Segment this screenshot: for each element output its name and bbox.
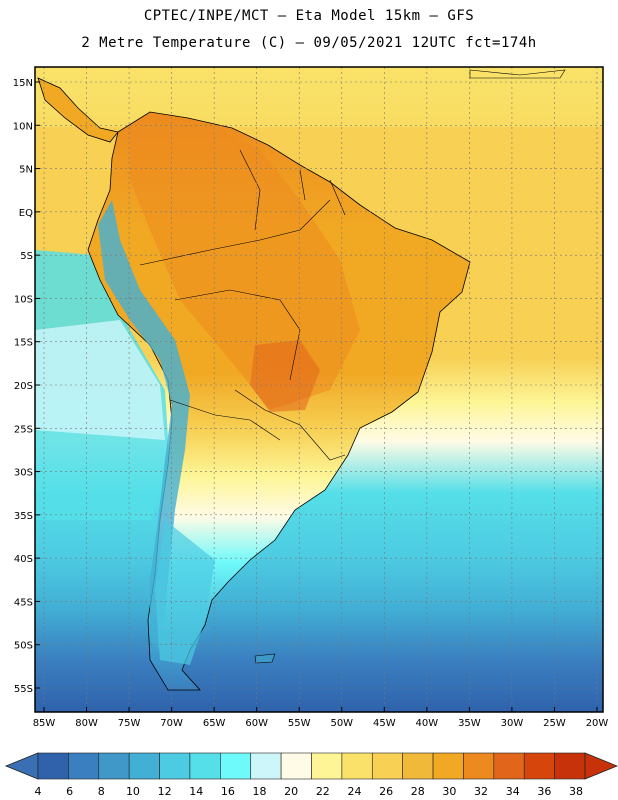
lon-tick-label: 65W — [203, 718, 226, 729]
colorbar-swatch — [98, 752, 130, 780]
colorbar-label: 28 — [411, 785, 425, 798]
lat-tick-label: 55S — [14, 684, 33, 695]
colorbar-swatch — [220, 752, 252, 780]
lon-tick-label: 55W — [288, 718, 311, 729]
colorbar-swatch — [523, 752, 555, 780]
longitude-axis: 85W 80W 75W 70W 65W 60W 55W 50W 45W 40W 35W 30W 25W 2… — [33, 707, 609, 729]
lon-tick-label: 40W — [416, 718, 439, 729]
lat-tick-label: 10S — [14, 294, 33, 305]
colorbar-label: 24 — [347, 785, 361, 798]
lat-tick-label: 15S — [14, 338, 33, 349]
map-title-line2: 2 Metre Temperature (C) – 09/05/2021 12U… — [81, 35, 537, 51]
colorbar-swatch — [341, 752, 373, 780]
lon-tick-label: 50W — [330, 718, 353, 729]
colorbar-swatch — [463, 752, 495, 780]
colorbar-label: 6 — [66, 785, 73, 798]
colorbar-label: 32 — [474, 785, 488, 798]
lat-tick-label: 50S — [14, 641, 33, 652]
colorbar-swatch — [280, 752, 312, 780]
colorbar-label: 38 — [569, 785, 583, 798]
lon-tick-label: 70W — [160, 718, 183, 729]
colorbar-label: 18 — [253, 785, 267, 798]
colorbar-swatch — [189, 752, 221, 780]
colorbar-swatch — [159, 752, 191, 780]
patagonia-cool-zone — [155, 520, 215, 665]
colorbar-label: 34 — [506, 785, 520, 798]
falkland-islands — [254, 653, 276, 664]
colorbar-label: 16 — [221, 785, 235, 798]
colorbar-label: 30 — [442, 785, 456, 798]
lat-tick-label: 45S — [14, 597, 33, 608]
colorbar-swatch — [68, 752, 100, 780]
colorbar-high-arrow — [584, 752, 618, 780]
caribbean-islands — [469, 69, 566, 79]
colorbar-swatch — [432, 752, 464, 780]
colorbar-label: 36 — [537, 785, 551, 798]
lat-tick-label: 10N — [13, 121, 33, 132]
temperature-map: 15N 10N 5N EQ 5S 10S 15S 20S 25S 30S 35S 40S 45S 50S 5… — [13, 66, 609, 729]
colorbar-label: 14 — [189, 785, 203, 798]
colorbar-label: 26 — [379, 785, 393, 798]
colorbar-swatch — [402, 752, 434, 780]
colorbar-label: 10 — [126, 785, 140, 798]
lat-tick-label: 15N — [13, 78, 33, 89]
lat-tick-label: 30S — [14, 468, 33, 479]
lat-tick-label: 5N — [19, 165, 33, 176]
colorbar-label: 20 — [284, 785, 298, 798]
colorbar-swatch — [371, 752, 403, 780]
latitude-axis: 15N 10N 5N EQ 5S 10S 15S 20S 25S 30S 35S 40S 45S 50S 5… — [13, 78, 40, 695]
caribbean-warm-band — [35, 67, 603, 127]
lon-tick-label: 20W — [586, 718, 609, 729]
colorbar-label: 22 — [316, 785, 330, 798]
colorbar-swatch — [311, 752, 343, 780]
lat-tick-label: 20S — [14, 381, 33, 392]
central-america — [37, 77, 119, 143]
lon-tick-label: 45W — [373, 718, 396, 729]
lon-tick-label: 35W — [458, 718, 481, 729]
lon-tick-label: 75W — [118, 718, 141, 729]
colorbar-label: 8 — [98, 785, 105, 798]
amazon-hot-zone — [130, 125, 360, 410]
lat-tick-label: 40S — [14, 554, 33, 565]
map-title-line1: CPTEC/INPE/MCT – Eta Model 15km – GFS — [143, 8, 475, 24]
colorbar-swatch — [250, 752, 282, 780]
lon-tick-label: 85W — [33, 718, 56, 729]
colorbar-swatch — [493, 752, 525, 780]
lon-tick-label: 80W — [75, 718, 98, 729]
colorbar-swatch — [128, 752, 160, 780]
pacific-mild-water — [35, 320, 165, 440]
lon-tick-label: 60W — [245, 718, 268, 729]
colorbar-label: 4 — [35, 785, 42, 798]
lat-tick-label: 35S — [14, 511, 33, 522]
lat-tick-label: 25S — [14, 424, 33, 435]
pantanal-hot-zone — [250, 340, 320, 412]
lon-tick-label: 25W — [543, 718, 566, 729]
colorbar-swatch — [554, 752, 586, 780]
colorbar-label: 12 — [158, 785, 172, 798]
lat-tick-label: 5S — [20, 251, 33, 262]
lat-tick-label: EQ — [19, 208, 33, 219]
map-frame — [34, 66, 604, 713]
temperature-colorbar: 4 6 8 10 12 14 16 18 20 22 24 26 28 30 32 34 36 38 — [4, 752, 618, 798]
colorbar-swatch — [37, 752, 69, 780]
colorbar-low-arrow — [4, 752, 39, 780]
lon-tick-label: 30W — [501, 718, 524, 729]
